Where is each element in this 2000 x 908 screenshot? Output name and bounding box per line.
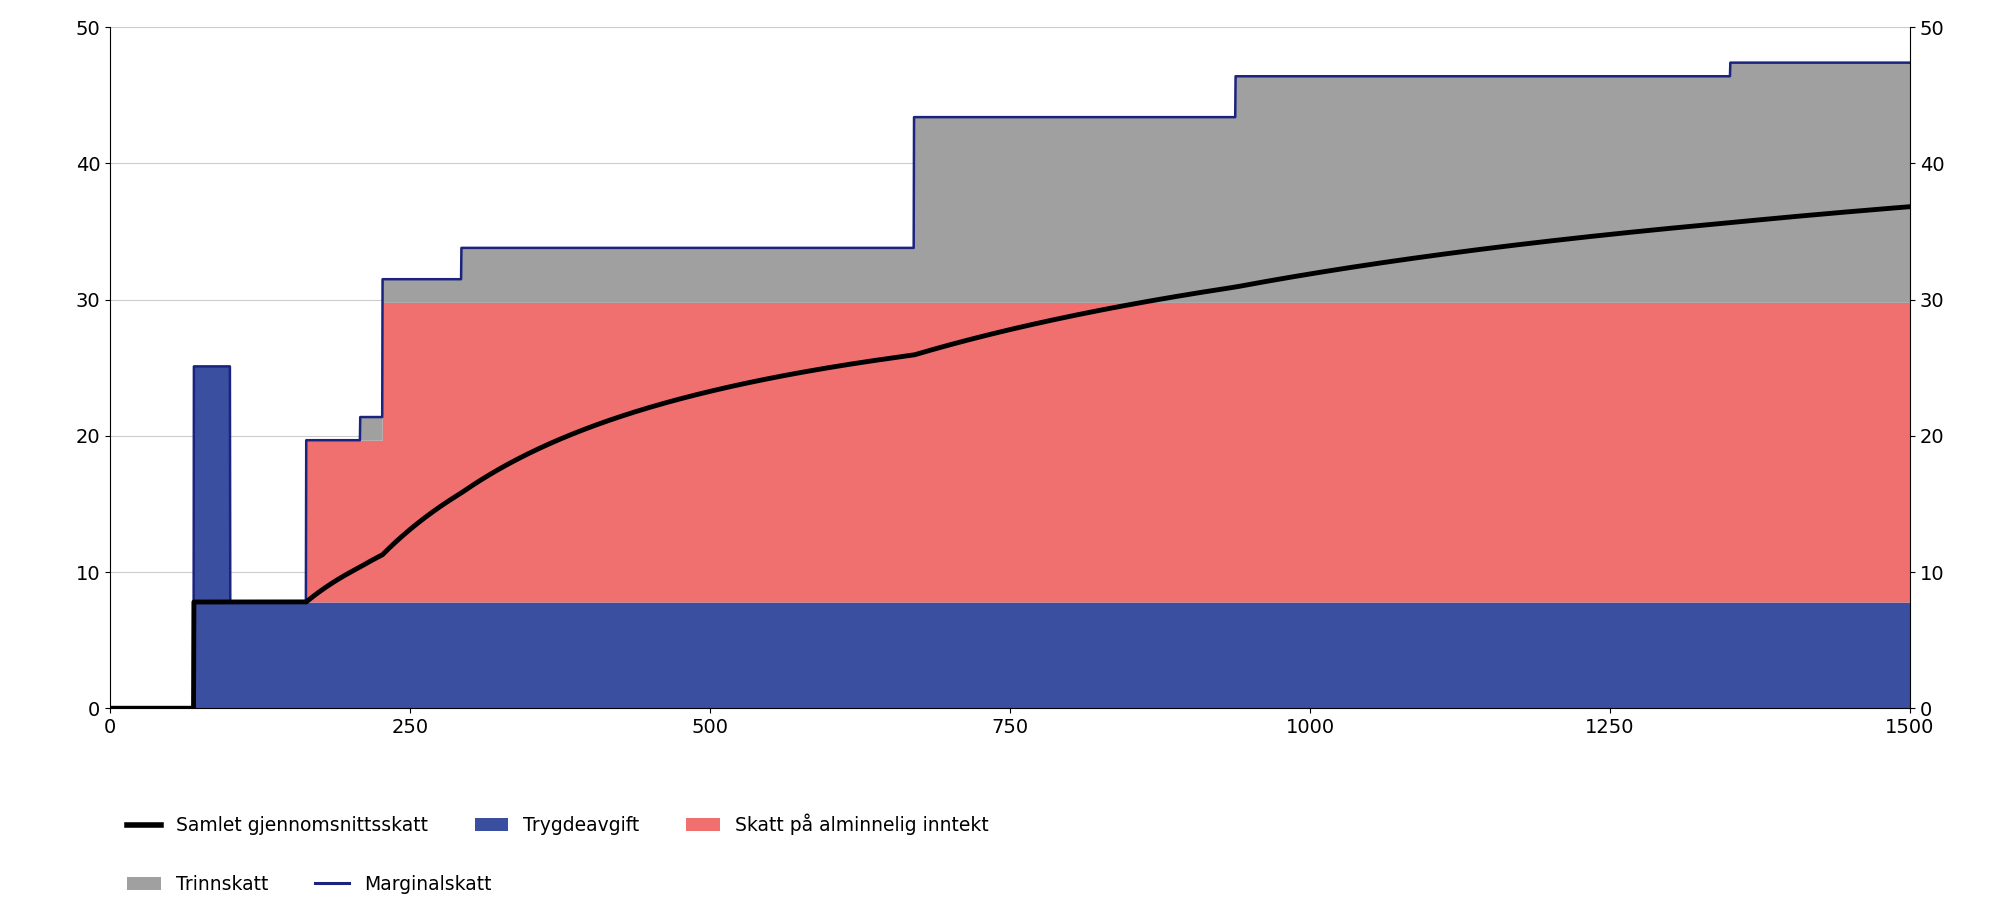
- Legend: Trinnskatt, Marginalskatt: Trinnskatt, Marginalskatt: [120, 867, 498, 902]
